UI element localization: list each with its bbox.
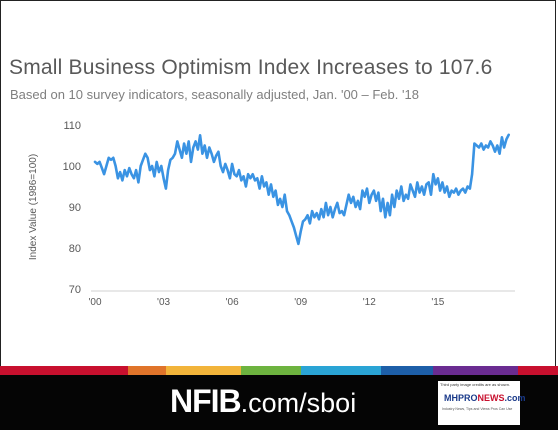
nfib-logo-text: NFIB	[170, 383, 242, 419]
nfib-url[interactable]: NFIB.com/sboi	[170, 383, 356, 420]
y-tick-label: 110	[63, 120, 81, 132]
x-tick-label: '00	[88, 297, 101, 308]
stripe-segment	[518, 366, 558, 375]
y-axis-label: Index Value (1986=100)	[28, 154, 39, 260]
mhpronews-logo: MHPRONEWS.com	[444, 393, 526, 403]
stripe-segment	[301, 366, 381, 375]
chart-subtitle: Based on 10 survey indicators, seasonall…	[10, 87, 419, 102]
stripe-segment	[128, 366, 166, 375]
image-credit-badge: Third party image credits are as shown. …	[438, 381, 526, 425]
chart-title: Small Business Optimism Index Increases …	[9, 56, 493, 79]
stripe-segment	[433, 366, 518, 375]
stripe-segment	[381, 366, 433, 375]
x-tick-label: '15	[431, 297, 444, 308]
mhpronews-logo-suffix: .com	[504, 393, 526, 403]
mhpronews-logo-right: NEWS	[477, 393, 505, 403]
brand-color-stripe	[0, 366, 558, 375]
x-tick-label: '06	[226, 297, 239, 308]
y-tick-label: 70	[69, 284, 81, 296]
optimism-index-line	[93, 133, 510, 246]
x-tick-labels: '00 '03 '06 '09 '12 '15	[88, 297, 444, 308]
stripe-segment	[241, 366, 301, 375]
y-axis-label-group: Index Value (1986=100)	[28, 154, 39, 260]
nfib-url-path: .com/sboi	[240, 388, 357, 418]
chart-slide	[8, 8, 548, 366]
mhpronews-logo-left: MHPRO	[444, 393, 478, 403]
stripe-segment	[0, 366, 128, 375]
credit-tagline: Industry News, Tips and Views Pros Can U…	[442, 407, 513, 411]
credit-note: Third party image credits are as shown.	[440, 382, 511, 387]
y-tick-label: 90	[69, 202, 81, 214]
y-tick-labels: 70 80 90 100 110	[63, 120, 81, 296]
x-tick-label: '12	[363, 297, 376, 308]
stripe-segment	[166, 366, 241, 375]
y-tick-label: 80	[69, 243, 81, 255]
x-tick-label: '03	[157, 297, 170, 308]
y-tick-label: 100	[63, 161, 81, 173]
x-tick-label: '09	[294, 297, 307, 308]
